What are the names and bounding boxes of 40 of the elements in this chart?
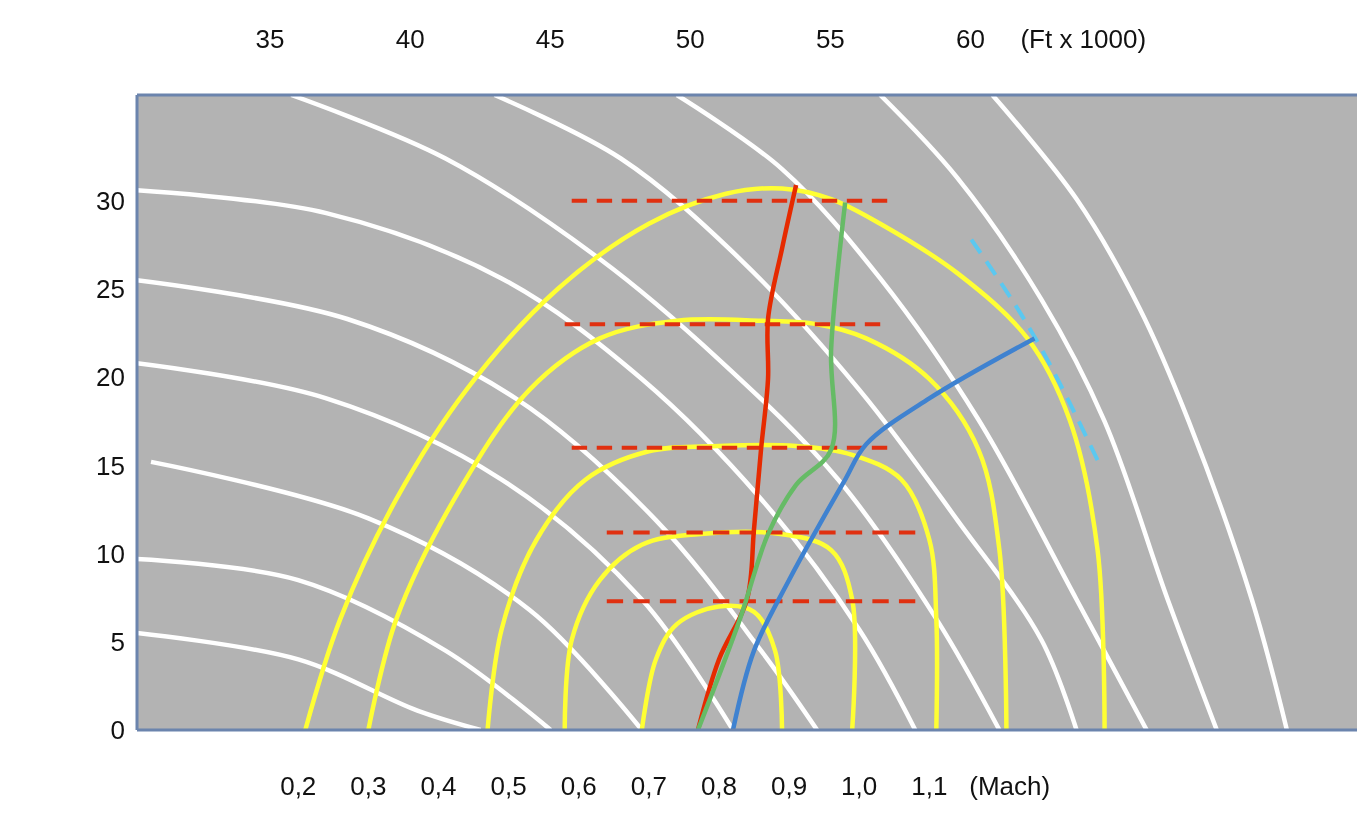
y-tick-label: 20	[96, 362, 125, 393]
y-tick-label: 0	[110, 715, 125, 746]
line-series	[730, 336, 1037, 730]
line-series	[695, 200, 848, 730]
y-tick-label: 15	[96, 450, 125, 481]
line-series	[639, 603, 785, 730]
line-series	[877, 95, 1220, 730]
line-series	[492, 95, 1079, 730]
y-tick-label: 5	[110, 626, 125, 657]
line-series	[137, 188, 918, 730]
x-tick-label: 0,9	[770, 771, 808, 801]
x2-tick-label: 40	[395, 24, 425, 54]
x2-axis-title: (Ft x 1000)	[1020, 24, 1147, 54]
x-tick-label: 1,0	[841, 771, 878, 801]
y-tick-label: 25	[96, 274, 125, 305]
line-series	[485, 442, 940, 730]
line-series	[137, 630, 483, 730]
y-tick-label: 10	[96, 538, 125, 569]
line-series	[289, 95, 1002, 730]
y-tick-label: 30	[96, 185, 125, 216]
line-series	[137, 556, 553, 730]
line-series	[990, 95, 1290, 730]
x-tick-label: 0,8	[700, 771, 738, 801]
x-tick-label: 0,4	[420, 771, 457, 801]
line-series	[303, 185, 1107, 730]
line-series	[674, 95, 1149, 730]
x-axis-title: (Mach)	[969, 771, 1051, 801]
x-tick-label: 0,2	[280, 771, 317, 801]
line-series	[137, 277, 820, 730]
x2-tick-label: 45	[535, 24, 565, 54]
x2-tick-label: 55	[815, 24, 845, 54]
x2-tick-label: 50	[675, 24, 705, 54]
x-tick-label: 1,1	[911, 771, 948, 801]
x-tick-label: 0,6	[560, 771, 597, 801]
line-series	[366, 317, 1009, 730]
x2-tick-label: 35	[255, 24, 285, 54]
x2-tick-label: 60	[955, 24, 985, 54]
x-tick-label: 0,5	[490, 771, 527, 801]
x-tick-label: 0,3	[350, 771, 387, 801]
x-tick-label: 0,7	[630, 771, 667, 801]
